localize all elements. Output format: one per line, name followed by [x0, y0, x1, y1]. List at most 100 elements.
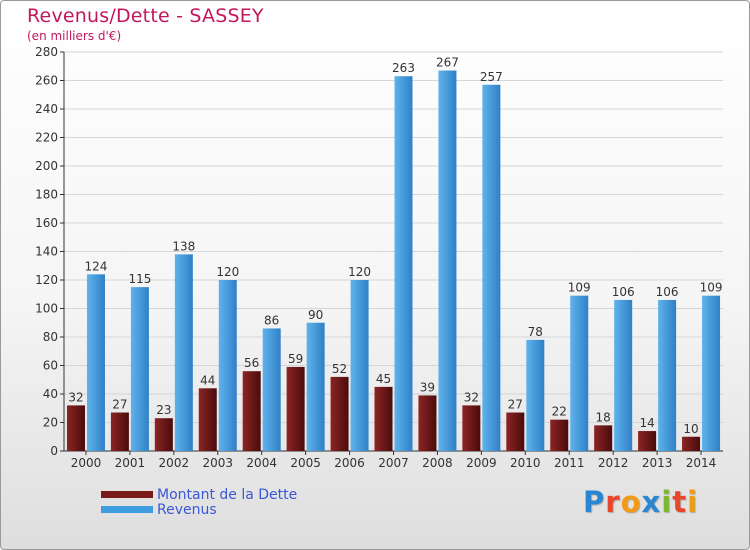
x-tick-label: 2006	[334, 456, 365, 470]
logo-letter: i	[687, 485, 699, 519]
x-tick-label: 2005	[290, 456, 321, 470]
legend-label-revenus: Revenus	[157, 501, 217, 518]
data-label-revenus: 115	[128, 272, 151, 286]
data-label-revenus: 90	[308, 308, 323, 322]
x-tick-label: 2013	[642, 456, 673, 470]
data-label-dette: 10	[683, 422, 698, 436]
data-label-dette: 27	[112, 398, 127, 412]
chart-subtitle: (en milliers d'€)	[27, 29, 122, 43]
bar-dette	[66, 405, 85, 451]
y-tick-label: 0	[50, 444, 58, 458]
legend-item-revenus: Revenus	[101, 501, 297, 518]
y-tick-label: 220	[35, 131, 58, 145]
legend-swatch-dette	[101, 491, 153, 498]
bar-dette	[462, 405, 481, 451]
y-tick-label: 160	[35, 216, 58, 230]
bar-dette	[506, 412, 525, 451]
data-label-dette: 32	[68, 390, 83, 404]
bar-dette	[418, 395, 437, 451]
data-label-dette: 32	[464, 390, 479, 404]
x-tick-label: 2008	[422, 456, 453, 470]
bar-dette	[286, 366, 305, 451]
bar-dette	[110, 412, 129, 451]
data-label-dette: 22	[552, 405, 567, 419]
logo-letter: o	[620, 485, 642, 519]
data-label-revenus: 106	[656, 285, 679, 299]
y-tick-label: 80	[43, 330, 58, 344]
logo-letter: t	[672, 485, 688, 519]
bar-revenus	[702, 295, 721, 451]
bar-dette	[550, 419, 569, 451]
bar-revenus	[614, 299, 633, 451]
x-tick-label: 2004	[246, 456, 277, 470]
bar-revenus	[526, 339, 545, 451]
data-label-revenus: 109	[568, 281, 591, 295]
logo-letter: i	[661, 485, 673, 519]
data-label-revenus: 120	[216, 265, 239, 279]
bar-dette	[374, 386, 393, 451]
x-tick-label: 2000	[71, 456, 102, 470]
x-tick-label: 2003	[202, 456, 233, 470]
legend-label-dette: Montant de la Dette	[157, 486, 298, 503]
bar-revenus	[394, 76, 413, 451]
bar-revenus	[130, 287, 149, 451]
x-tick-label: 2012	[598, 456, 629, 470]
bar-revenus	[570, 295, 589, 451]
x-tick-label: 2014	[686, 456, 717, 470]
x-tick-label: 2007	[378, 456, 409, 470]
data-label-revenus: 120	[348, 265, 371, 279]
data-label-dette: 52	[332, 362, 347, 376]
bar-dette	[198, 388, 217, 451]
bar-revenus	[482, 84, 501, 452]
data-label-revenus: 124	[85, 259, 108, 273]
bar-revenus	[350, 280, 369, 451]
data-label-revenus: 86	[264, 313, 279, 327]
y-tick-label: 260	[35, 74, 58, 88]
bar-revenus	[438, 70, 457, 452]
bar-revenus	[306, 322, 325, 451]
bar-revenus	[86, 274, 105, 451]
data-label-dette: 59	[288, 352, 303, 366]
legend-swatch-revenus	[101, 506, 153, 513]
legend-item-dette: Montant de la Dette	[101, 486, 298, 503]
data-label-dette: 18	[596, 410, 611, 424]
bar-revenus	[218, 280, 237, 451]
x-tick-label: 2010	[510, 456, 541, 470]
bar-dette	[594, 425, 613, 451]
y-tick-label: 60	[43, 359, 58, 373]
bar-revenus	[262, 328, 281, 451]
data-label-revenus: 109	[700, 281, 723, 295]
data-label-dette: 45	[376, 372, 391, 386]
y-tick-label: 120	[35, 273, 58, 287]
x-tick-label: 2001	[115, 456, 146, 470]
data-label-revenus: 138	[172, 239, 195, 253]
y-tick-label: 140	[35, 245, 58, 259]
x-tick-label: 2002	[159, 456, 190, 470]
data-label-revenus: 106	[612, 285, 635, 299]
y-tick-label: 180	[35, 188, 58, 202]
data-label-revenus: 263	[392, 61, 415, 75]
data-label-dette: 44	[200, 373, 215, 387]
data-label-revenus: 267	[436, 56, 459, 70]
y-tick-label: 280	[35, 45, 58, 59]
data-label-dette: 27	[508, 398, 523, 412]
y-tick-label: 100	[35, 302, 58, 316]
logo-letter: x	[641, 485, 662, 519]
bar-revenus	[174, 254, 193, 451]
data-label-dette: 23	[156, 403, 171, 417]
y-tick-label: 200	[35, 159, 58, 173]
data-label-dette: 56	[244, 356, 259, 370]
x-tick-label: 2009	[466, 456, 497, 470]
y-tick-label: 40	[43, 387, 58, 401]
logo-letter: r	[605, 485, 621, 519]
bar-revenus	[658, 299, 677, 451]
chart-title: Revenus/Dette - SASSEY	[27, 5, 264, 27]
bar-dette	[682, 436, 701, 451]
bar-dette	[154, 418, 173, 451]
bar-dette	[242, 371, 261, 451]
legend: Montant de la Dette Revenus	[101, 486, 298, 518]
data-label-revenus: 78	[528, 325, 543, 339]
logo-letter: P	[583, 485, 606, 519]
